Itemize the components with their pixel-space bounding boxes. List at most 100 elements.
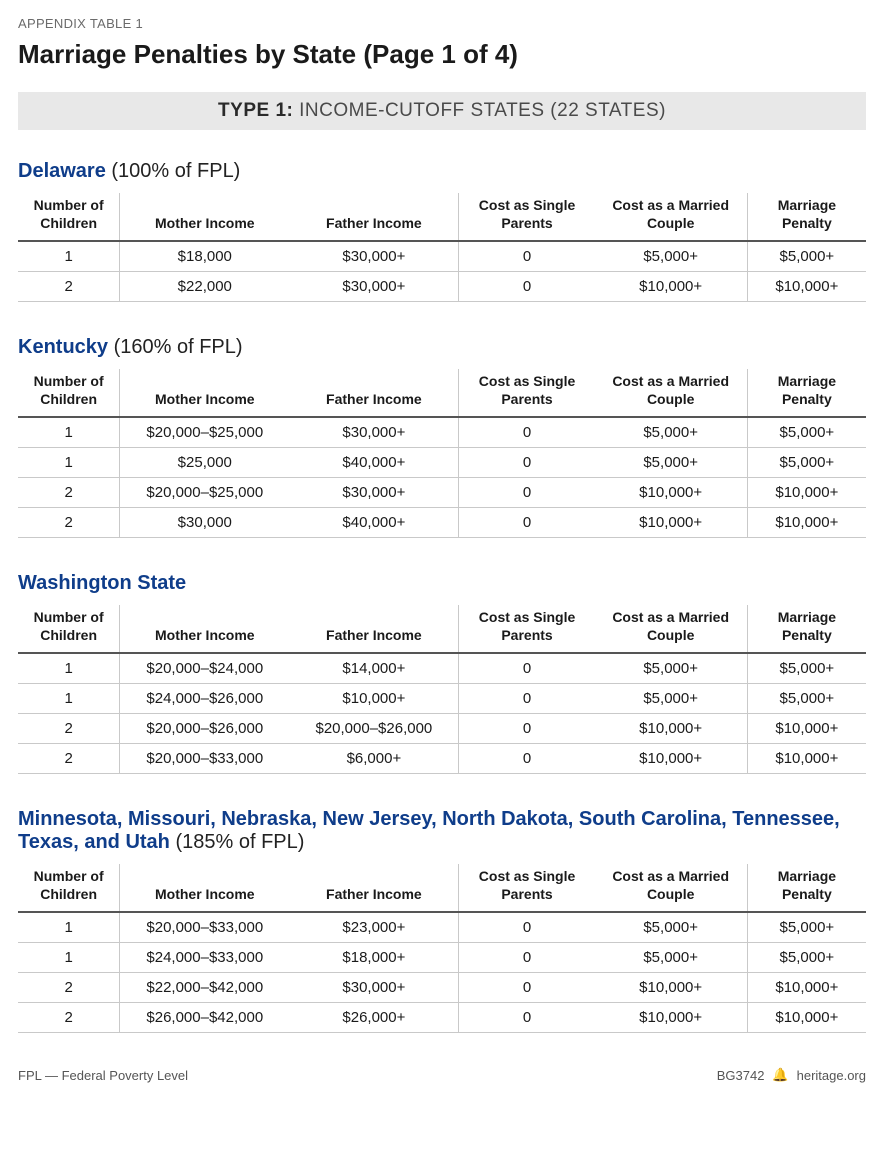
table-cell: 2 <box>18 973 120 1003</box>
section-heading: Delaware (100% of FPL) <box>18 160 866 183</box>
section-heading: Kentucky (160% of FPL) <box>18 336 866 359</box>
table-row: 2$30,000$40,000+0$10,000+$10,000+ <box>18 508 866 538</box>
table-cell: $10,000+ <box>747 744 866 774</box>
table-row: 2$26,000–$42,000$26,000+0$10,000+$10,000… <box>18 1003 866 1033</box>
banner-bold: TYPE 1: <box>218 100 293 121</box>
table-row: 2$20,000–$33,000$6,000+0$10,000+$10,000+ <box>18 744 866 774</box>
table-cell: 0 <box>459 744 595 774</box>
column-header: Marriage Penalty <box>747 605 866 653</box>
penalty-table: Number of ChildrenMother IncomeFather In… <box>18 864 866 1033</box>
column-header: Mother Income <box>120 193 290 241</box>
table-cell: $10,000+ <box>595 973 748 1003</box>
table-cell: $5,000+ <box>595 653 748 684</box>
state-section: Delaware (100% of FPL) Number of Children… <box>18 160 866 302</box>
table-row: 1$24,000–$26,000$10,000+0$5,000+$5,000+ <box>18 684 866 714</box>
column-header: Marriage Penalty <box>747 369 866 417</box>
table-cell: $10,000+ <box>747 973 866 1003</box>
table-cell: 2 <box>18 272 120 302</box>
table-cell: 1 <box>18 684 120 714</box>
table-cell: $20,000–$25,000 <box>120 478 290 508</box>
table-cell: $30,000+ <box>289 417 459 448</box>
column-header: Cost as Single Parents <box>459 369 595 417</box>
page-footer: FPL — Federal Poverty Level BG3742 🔔 her… <box>18 1067 866 1083</box>
table-cell: 1 <box>18 417 120 448</box>
table-cell: $40,000+ <box>289 508 459 538</box>
table-cell: 2 <box>18 744 120 774</box>
fpl-note: (160% of FPL) <box>108 336 243 358</box>
table-cell: $10,000+ <box>595 744 748 774</box>
table-cell: $14,000+ <box>289 653 459 684</box>
table-cell: $5,000+ <box>747 417 866 448</box>
table-cell: $10,000+ <box>747 1003 866 1033</box>
table-cell: 0 <box>459 448 595 478</box>
type-banner: TYPE 1: INCOME-CUTOFF STATES (22 STATES) <box>18 92 866 130</box>
table-cell: $26,000+ <box>289 1003 459 1033</box>
section-heading: Washington State <box>18 572 866 595</box>
table-cell: $5,000+ <box>747 241 866 272</box>
penalty-table: Number of ChildrenMother IncomeFather In… <box>18 369 866 538</box>
table-cell: $5,000+ <box>595 684 748 714</box>
table-cell: $10,000+ <box>747 714 866 744</box>
column-header: Father Income <box>289 864 459 912</box>
table-cell: 1 <box>18 241 120 272</box>
footer-site: heritage.org <box>797 1068 866 1083</box>
table-row: 1$24,000–$33,000$18,000+0$5,000+$5,000+ <box>18 943 866 973</box>
table-cell: $6,000+ <box>289 744 459 774</box>
table-cell: 1 <box>18 653 120 684</box>
column-header: Marriage Penalty <box>747 193 866 241</box>
table-row: 2$22,000$30,000+0$10,000+$10,000+ <box>18 272 866 302</box>
table-cell: $30,000 <box>120 508 290 538</box>
table-cell: $22,000–$42,000 <box>120 973 290 1003</box>
column-header: Father Income <box>289 369 459 417</box>
table-cell: 0 <box>459 943 595 973</box>
table-cell: $30,000+ <box>289 272 459 302</box>
table-cell: $10,000+ <box>747 478 866 508</box>
table-cell: 0 <box>459 714 595 744</box>
table-cell: $5,000+ <box>747 684 866 714</box>
column-header: Number of Children <box>18 193 120 241</box>
banner-rest: INCOME-CUTOFF STATES (22 STATES) <box>293 100 666 121</box>
state-name: Delaware <box>18 160 106 182</box>
table-cell: 2 <box>18 508 120 538</box>
table-cell: $23,000+ <box>289 912 459 943</box>
table-cell: 0 <box>459 684 595 714</box>
table-cell: $22,000 <box>120 272 290 302</box>
table-row: 1$20,000–$25,000$30,000+0$5,000+$5,000+ <box>18 417 866 448</box>
table-cell: 1 <box>18 448 120 478</box>
table-cell: $10,000+ <box>595 478 748 508</box>
column-header: Cost as a Married Couple <box>595 864 748 912</box>
table-cell: $5,000+ <box>595 912 748 943</box>
table-row: 2$20,000–$26,000$20,000–$26,0000$10,000+… <box>18 714 866 744</box>
table-cell: $18,000 <box>120 241 290 272</box>
page-title: Marriage Penalties by State (Page 1 of 4… <box>18 39 866 70</box>
column-header: Mother Income <box>120 864 290 912</box>
table-cell: $5,000+ <box>595 417 748 448</box>
table-cell: $5,000+ <box>595 448 748 478</box>
column-header: Cost as a Married Couple <box>595 193 748 241</box>
table-cell: $24,000–$26,000 <box>120 684 290 714</box>
table-cell: $20,000–$33,000 <box>120 912 290 943</box>
table-cell: $10,000+ <box>595 508 748 538</box>
table-cell: $18,000+ <box>289 943 459 973</box>
table-cell: $30,000+ <box>289 973 459 1003</box>
table-cell: $25,000 <box>120 448 290 478</box>
column-header: Mother Income <box>120 369 290 417</box>
table-row: 2$22,000–$42,000$30,000+0$10,000+$10,000… <box>18 973 866 1003</box>
table-cell: $10,000+ <box>595 1003 748 1033</box>
table-cell: $20,000–$24,000 <box>120 653 290 684</box>
table-cell: 2 <box>18 478 120 508</box>
table-row: 2$20,000–$25,000$30,000+0$10,000+$10,000… <box>18 478 866 508</box>
table-cell: $20,000–$26,000 <box>289 714 459 744</box>
table-cell: $20,000–$33,000 <box>120 744 290 774</box>
table-row: 1$20,000–$24,000$14,000+0$5,000+$5,000+ <box>18 653 866 684</box>
column-header: Cost as Single Parents <box>459 605 595 653</box>
table-cell: 1 <box>18 912 120 943</box>
column-header: Number of Children <box>18 369 120 417</box>
table-cell: $10,000+ <box>747 272 866 302</box>
fpl-note: (100% of FPL) <box>106 160 241 182</box>
table-cell: 0 <box>459 973 595 1003</box>
table-cell: 0 <box>459 417 595 448</box>
column-header: Cost as Single Parents <box>459 193 595 241</box>
column-header: Cost as a Married Couple <box>595 605 748 653</box>
table-row: 1$18,000$30,000+0$5,000+$5,000+ <box>18 241 866 272</box>
